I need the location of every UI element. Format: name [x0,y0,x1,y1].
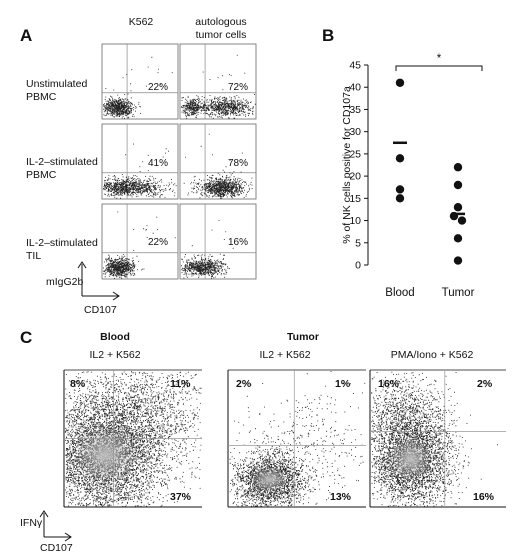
col-header-k562: K562 [128,16,154,28]
bracket-line [395,65,483,71]
point-blood-3 [395,194,405,203]
plot-c-2-title: PMA/Iono + K562 [390,349,474,361]
flow-plot-a-2-0 [101,203,179,280]
pct-c-1-lr: 13% [330,491,352,503]
y-tick-label-45: 45 [349,60,361,72]
y-axis-title: % of NK cells positive for CD107a [341,86,353,244]
pct-c-0-ur: 11% [170,378,191,390]
panel-c-x-axis-label: CD107 [40,542,73,554]
row-label-il2-til: IL-2–stimulated TIL [26,237,98,262]
events-0 [183,171,253,199]
pct-a-1-1: 78% [228,158,249,169]
x-category-label-tumor: Tumor [442,287,475,299]
events-0 [103,254,145,279]
pct-c-2-ur: 2% [477,378,493,390]
row-label-il2-pbmc: IL-2–stimulated PBMC [26,156,98,181]
panel-c-letter: C [20,328,33,347]
pct-a-0-1: 72% [228,82,249,93]
y-arrow-head [39,510,49,518]
y-tick-label-15: 15 [349,193,361,205]
y-tick-label-35: 35 [349,104,361,116]
x-category-label-blood: Blood [385,287,414,299]
panel-c-y-axis-label: IFNγ [20,517,43,529]
pct-a-1-0: 41% [148,158,169,169]
point-blood-2 [395,185,405,194]
row-label-unstimulated-pbmc: Unstimulated PBMC [26,78,88,103]
events-0 [103,88,141,119]
flow-plot-a-0-0 [101,43,179,120]
point-tumor-4 [457,216,467,225]
col-header-autologous: autologous tumor cells [195,16,247,41]
events-cluster-0 [371,376,498,507]
panel-a-x-axis-label: CD107 [84,304,117,316]
events-cluster-1 [371,371,472,479]
significance-bracket: * [395,53,483,71]
plot-frame [179,123,257,200]
flow-plot-c-0 [63,369,202,508]
events-1 [105,175,177,199]
y-tick-label-5: 5 [355,237,361,249]
pct-a-2-0: 22% [148,237,169,248]
point-tumor-2 [453,203,463,212]
y-tick-label-25: 25 [349,148,361,160]
flow-plot-a-2-1 [179,203,257,280]
flow-plot-a-1-1 [179,123,257,200]
plot-c-0-title: IL2 + K562 [89,349,141,361]
point-tumor-5 [453,234,463,243]
plot-c-1-title: IL2 + K562 [259,349,311,361]
x-arrow-head [64,532,72,542]
pct-c-0-ul: 8% [70,378,86,390]
flow-plot-a-1-0 [101,123,179,200]
panel-a-axes-arrows [77,261,120,301]
density-core [72,424,139,486]
panel-a-y-axis-label: mIgG2b [46,276,84,288]
pct-a-2-1: 16% [228,237,249,248]
flow-plot-c-1 [227,369,366,508]
point-tumor-1 [453,180,463,190]
y-tick-label-10: 10 [349,215,361,227]
panel-a-letter: A [20,26,33,45]
point-tumor-0 [453,163,463,172]
events-0 [181,253,230,279]
flow-plot-c-2 [369,369,506,508]
y-tick-label-40: 40 [349,82,361,94]
pct-c-2-ul: 16% [378,378,400,390]
y-tick-label-0: 0 [355,260,361,272]
point-blood-0 [395,78,405,87]
panel-b-letter: B [322,26,335,45]
density-core [388,435,434,483]
pct-a-0-0: 22% [148,82,169,93]
pct-c-2-lr: 16% [473,491,495,503]
x-arrow-head [112,291,120,301]
pct-c-1-ur: 1% [335,378,351,390]
significance-star: * [437,53,442,65]
point-tumor-6 [453,256,463,265]
events-1 [181,94,256,119]
y-tick-label-20: 20 [349,171,361,183]
group-label-tumor: Tumor [287,331,319,343]
events-cluster-0 [65,371,202,507]
pct-c-0-lr: 37% [170,491,192,503]
y-arrow-head [77,261,87,269]
density-core [249,465,290,494]
flow-plot-a-0-1 [179,43,257,120]
pct-c-1-ul: 2% [236,378,252,390]
group-label-blood: Blood [100,331,130,343]
y-tick-label-30: 30 [349,126,361,138]
point-blood-1 [395,154,405,163]
panel-c-axes-arrows [39,510,72,542]
